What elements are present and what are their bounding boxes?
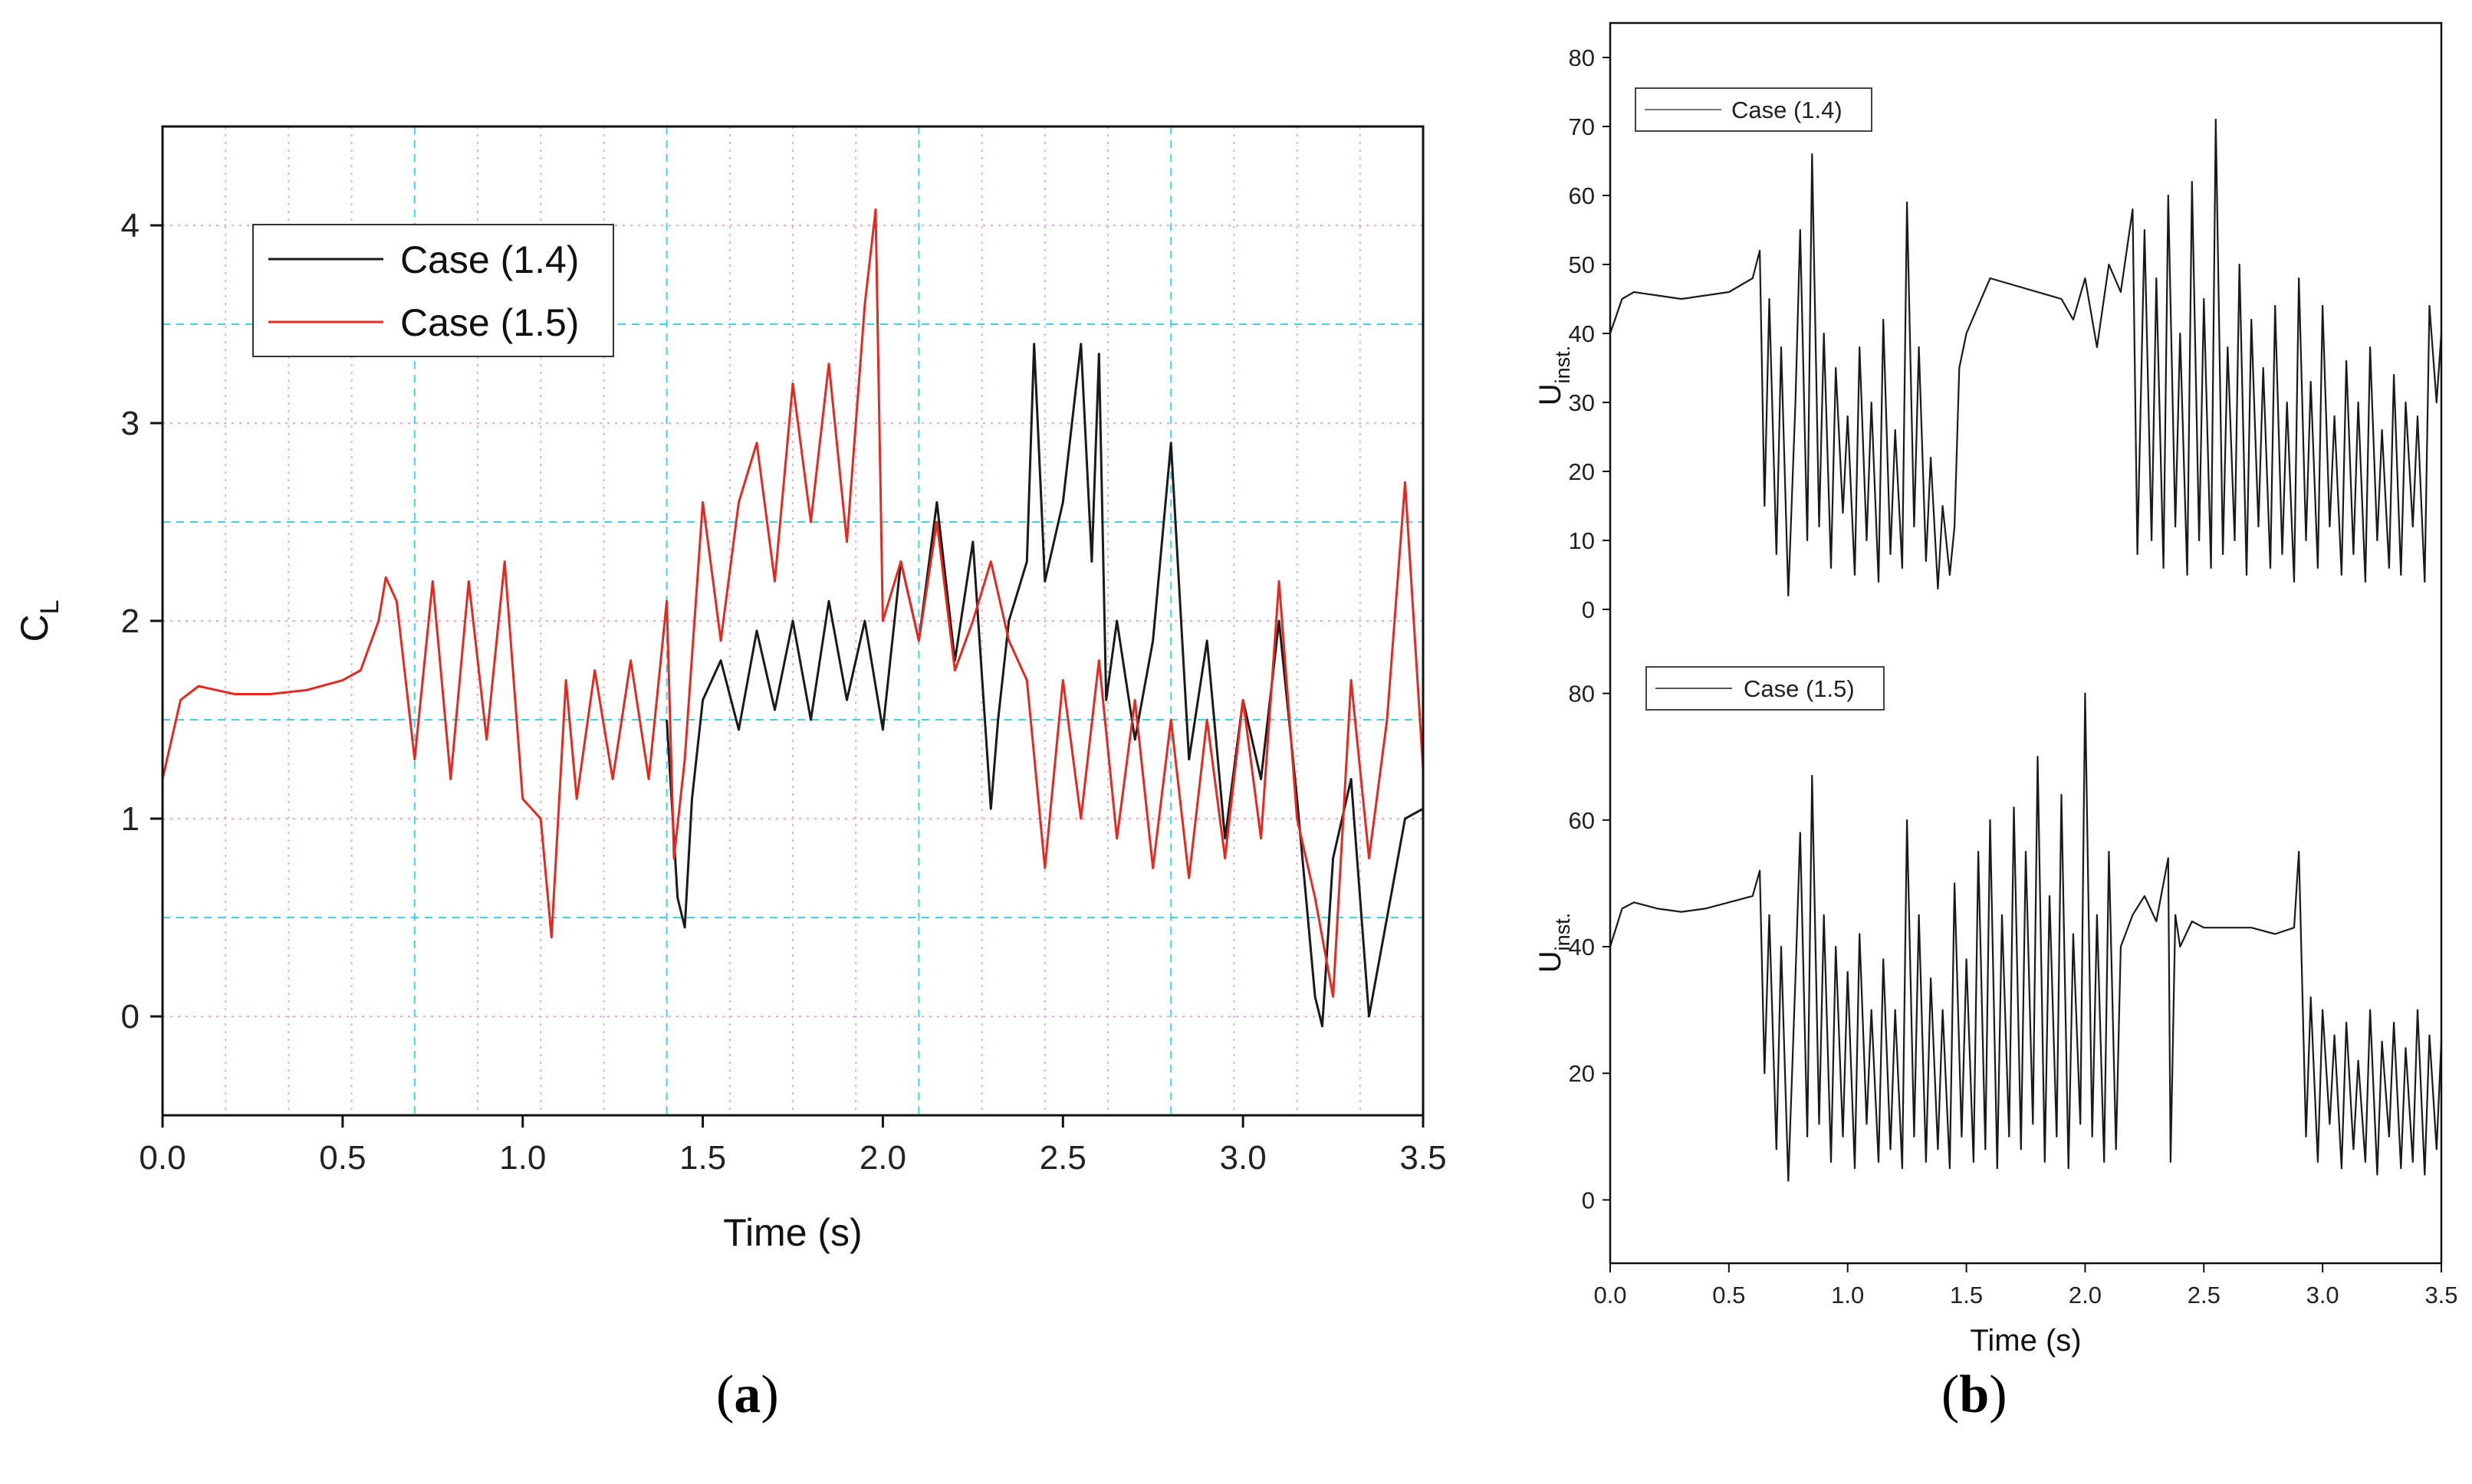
- panel-a-y-axis-title-main: C: [13, 614, 56, 642]
- panel-b-top-series-group: [1610, 118, 2441, 597]
- panel-b-bottom-y-tick-label: 40: [1569, 934, 1595, 960]
- panel-a-y-tick-label: 4: [121, 207, 140, 245]
- panel-a-x-tick-label: 1.5: [679, 1139, 726, 1177]
- panel-b-top-y-axis-title: Uinst.: [1533, 346, 1574, 405]
- panel-a-y-axis-title-subscript: L: [35, 599, 64, 614]
- svg-text:Uinst.: Uinst.: [1533, 346, 1574, 405]
- panel-b-x-tick-label: 3.0: [2306, 1282, 2339, 1308]
- panel-a-series-line-case-1-5: [163, 208, 1423, 998]
- panel-a-x-tick-label: 2.0: [860, 1139, 906, 1177]
- panel-a-legend-label-case-1-4: Case (1.4): [400, 238, 579, 281]
- panel-a-x-tick-label: 1.0: [499, 1139, 546, 1177]
- panel-b-x-tick-label: 1.5: [1950, 1282, 1983, 1308]
- panel-b-bottom-y-tick-label: 20: [1569, 1060, 1595, 1087]
- panel-b-x-tick-label: 1.0: [1831, 1282, 1864, 1308]
- panel-a-y-tick-label: 3: [121, 405, 140, 442]
- panel-a-x-axis-title: Time (s): [723, 1211, 862, 1254]
- panel-b-top-y-tick-label: 80: [1569, 44, 1595, 71]
- panel-a-x-tick-label: 0.5: [319, 1139, 366, 1177]
- panel-a-series-group: [163, 208, 1423, 1028]
- panel-b-top-y-tick-label: 20: [1569, 458, 1595, 485]
- panel-b-top-y-axis-title-main: U: [1533, 383, 1567, 405]
- panel-b-top-y-tick-label: 0: [1582, 596, 1595, 623]
- panel-b-bottom-legend-label: Case (1.5): [1744, 675, 1855, 702]
- panel-b-x-tick-label: 2.0: [2069, 1282, 2102, 1308]
- panel-b-top-series-line: [1610, 118, 2441, 597]
- panel-b-x-tick-label: 2.5: [2188, 1282, 2221, 1308]
- panel-a-y-tick-label: 1: [121, 800, 140, 838]
- panel-b-bottom-series-line: [1610, 692, 2441, 1182]
- panel-b-bottom-y-tick-label: 80: [1569, 681, 1595, 708]
- panel-b-x-tick-label: 0.5: [1712, 1282, 1745, 1308]
- panel-a-y-axis: 0 1 2 3 4: [121, 207, 163, 1036]
- panel-b-bottom-series-group: [1610, 692, 2441, 1182]
- panel-a-y-axis-title: CL: [13, 599, 64, 642]
- panel-b-plot-frame: [1609, 21, 2443, 1265]
- panel-b-top-y-axis: 0 10 20 30 40 50 60 70 80: [1569, 44, 1610, 623]
- panel-b-bottom-y-tick-label: 60: [1569, 807, 1595, 834]
- panel-a-x-axis: 0.0 0.5 1.0 1.5 2.0 2.5 3.0 3.5: [139, 1115, 1447, 1177]
- panel-b-x-axis-title: Time (s): [1970, 1324, 2081, 1358]
- panel-a-legend-label-case-1-5: Case (1.5): [400, 301, 579, 344]
- panel-b-top-legend-label: Case (1.4): [1731, 97, 1842, 123]
- panel-b-top-y-tick-label: 10: [1569, 527, 1595, 554]
- panel-a-x-tick-label: 2.5: [1040, 1139, 1086, 1177]
- panel-b: 0 10 20 30 40 50 60 70 80 0 20 40 60 80 0.0 0.5 1.0 1.5…: [1533, 21, 2458, 1424]
- panel-a-x-tick-label: 3.5: [1399, 1139, 1446, 1177]
- panel-b-top-y-tick-label: 50: [1569, 251, 1595, 278]
- panel-a-y-tick-label: 2: [121, 602, 140, 640]
- panel-a-legend-box: [252, 224, 614, 357]
- svg-text:Uinst.: Uinst.: [1533, 913, 1574, 973]
- panel-b-label-letter: b: [1959, 1365, 1989, 1424]
- panel-a-x-tick-label: 0.0: [139, 1139, 186, 1177]
- panel-b-bottom-y-axis-title-main: U: [1533, 950, 1567, 973]
- panel-b-top-y-tick-label: 30: [1569, 389, 1595, 416]
- panel-a-label: (a): [716, 1365, 779, 1424]
- panel-b-x-tick-label: 3.5: [2424, 1282, 2457, 1308]
- panel-b-top-y-tick-label: 70: [1569, 113, 1595, 140]
- panel-b-label: (b): [1941, 1365, 2007, 1424]
- panel-b-top-y-axis-title-subscript: inst.: [1551, 346, 1574, 384]
- panel-a-x-tick-label: 3.0: [1220, 1139, 1267, 1177]
- panel-b-bottom-y-axis-title: Uinst.: [1533, 913, 1574, 973]
- panel-a-grid: [163, 126, 1423, 1115]
- panel-a-label-letter: a: [734, 1365, 761, 1424]
- panel-b-bottom-y-tick-label: 0: [1582, 1187, 1595, 1213]
- svg-text:CL: CL: [13, 599, 64, 642]
- panel-b-top-y-tick-label: 60: [1569, 182, 1595, 209]
- panel-b-x-tick-label: 0.0: [1593, 1282, 1626, 1308]
- panel-b-bottom-y-axis-title-subscript: inst.: [1551, 913, 1574, 951]
- panel-b-bottom-legend: Case (1.5): [1645, 666, 1885, 711]
- panel-a-y-tick-label: 0: [121, 998, 140, 1036]
- panel-b-top-y-tick-label: 40: [1569, 320, 1595, 347]
- panel-b-bottom-y-axis: 0 20 40 60 80: [1569, 681, 1610, 1213]
- panel-b-x-axis: 0.0 0.5 1.0 1.5 2.0 2.5 3.0 3.5: [1593, 1263, 2458, 1308]
- panel-a-legend: Case (1.4) Case (1.5): [252, 224, 614, 357]
- panel-b-top-legend: Case (1.4): [1635, 87, 1872, 132]
